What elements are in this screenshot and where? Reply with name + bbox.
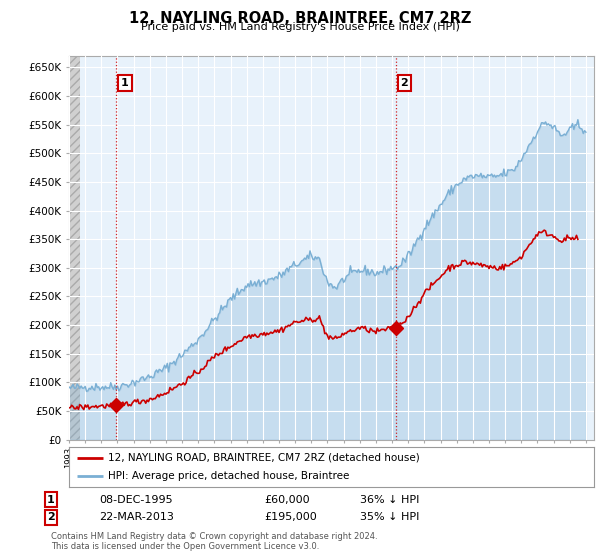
Text: Contains HM Land Registry data © Crown copyright and database right 2024.
This d: Contains HM Land Registry data © Crown c… xyxy=(51,532,377,552)
Text: HPI: Average price, detached house, Braintree: HPI: Average price, detached house, Brai… xyxy=(109,472,350,481)
Text: 1: 1 xyxy=(121,78,129,88)
Text: 08-DEC-1995: 08-DEC-1995 xyxy=(99,494,173,505)
Text: 22-MAR-2013: 22-MAR-2013 xyxy=(99,512,174,522)
Text: £60,000: £60,000 xyxy=(264,494,310,505)
Text: 2: 2 xyxy=(400,78,408,88)
Text: 2: 2 xyxy=(47,512,55,522)
Text: 12, NAYLING ROAD, BRAINTREE, CM7 2RZ: 12, NAYLING ROAD, BRAINTREE, CM7 2RZ xyxy=(129,11,471,26)
Text: 35% ↓ HPI: 35% ↓ HPI xyxy=(360,512,419,522)
Text: Price paid vs. HM Land Registry's House Price Index (HPI): Price paid vs. HM Land Registry's House … xyxy=(140,22,460,32)
Bar xyxy=(69,56,80,440)
Text: 1: 1 xyxy=(47,494,55,505)
Text: 36% ↓ HPI: 36% ↓ HPI xyxy=(360,494,419,505)
Text: 12, NAYLING ROAD, BRAINTREE, CM7 2RZ (detached house): 12, NAYLING ROAD, BRAINTREE, CM7 2RZ (de… xyxy=(109,453,420,463)
Text: £195,000: £195,000 xyxy=(264,512,317,522)
